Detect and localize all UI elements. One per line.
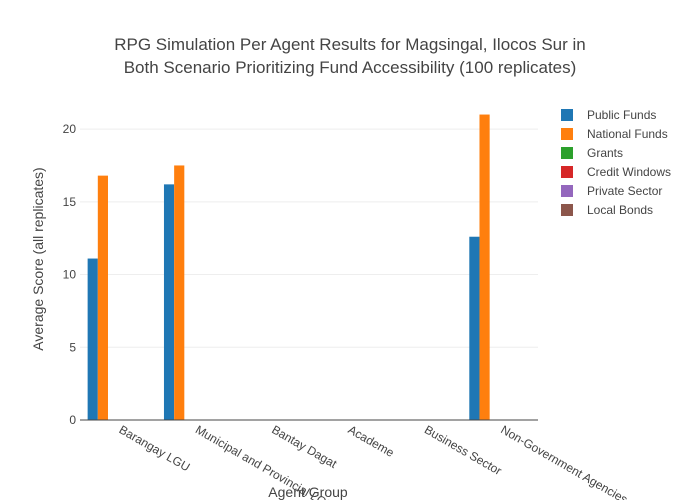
legend-item[interactable]: National Funds [561,127,668,141]
bar [97,175,108,420]
x-tick-label: Business Sector [422,422,504,477]
legend-label: Credit Windows [587,165,671,179]
legend-swatch [561,204,573,216]
legend: Public Funds National Funds Grants Credit W… [561,108,671,217]
y-tick-label: 0 [69,413,76,427]
y-tick-label: 10 [63,268,77,282]
x-tick-label: Non-Government Agencies [498,422,630,500]
legend-label: Public Funds [587,108,656,122]
legend-item[interactable]: Public Funds [561,108,656,122]
bar [174,165,185,420]
bar [87,258,98,420]
x-axis-title: Agent Group [268,484,348,500]
grid-lines [80,128,538,348]
y-axis-title: Average Score (all replicates) [30,167,46,350]
bars [87,114,490,420]
legend-swatch [561,166,573,178]
chart-title: RPG Simulation Per Agent Results for Mag… [114,35,586,77]
y-tick-label: 20 [63,122,77,136]
chart-title-line-1: RPG Simulation Per Agent Results for Mag… [114,35,586,54]
legend-label: Grants [587,146,623,160]
bar [479,114,490,420]
x-tick-label: Academe [346,422,397,460]
legend-item[interactable]: Local Bonds [561,203,653,217]
x-tick-label: Bantay Dagat [269,422,340,471]
y-tick-label: 5 [69,340,76,354]
y-tick-label: 15 [63,195,77,209]
legend-label: Local Bonds [587,203,653,217]
bar [163,184,175,420]
legend-swatch [561,109,573,121]
legend-item[interactable]: Grants [561,146,623,160]
legend-item[interactable]: Credit Windows [561,165,671,179]
legend-swatch [561,147,573,159]
legend-item[interactable]: Private Sector [561,184,662,198]
bar [469,236,480,420]
chart-title-line-2: Both Scenario Prioritizing Fund Accessib… [124,58,577,77]
legend-swatch [561,128,573,140]
legend-label: National Funds [587,127,668,141]
legend-label: Private Sector [587,184,662,198]
x-tick-label: Barangay LGU [117,422,193,474]
legend-swatch [561,185,573,197]
